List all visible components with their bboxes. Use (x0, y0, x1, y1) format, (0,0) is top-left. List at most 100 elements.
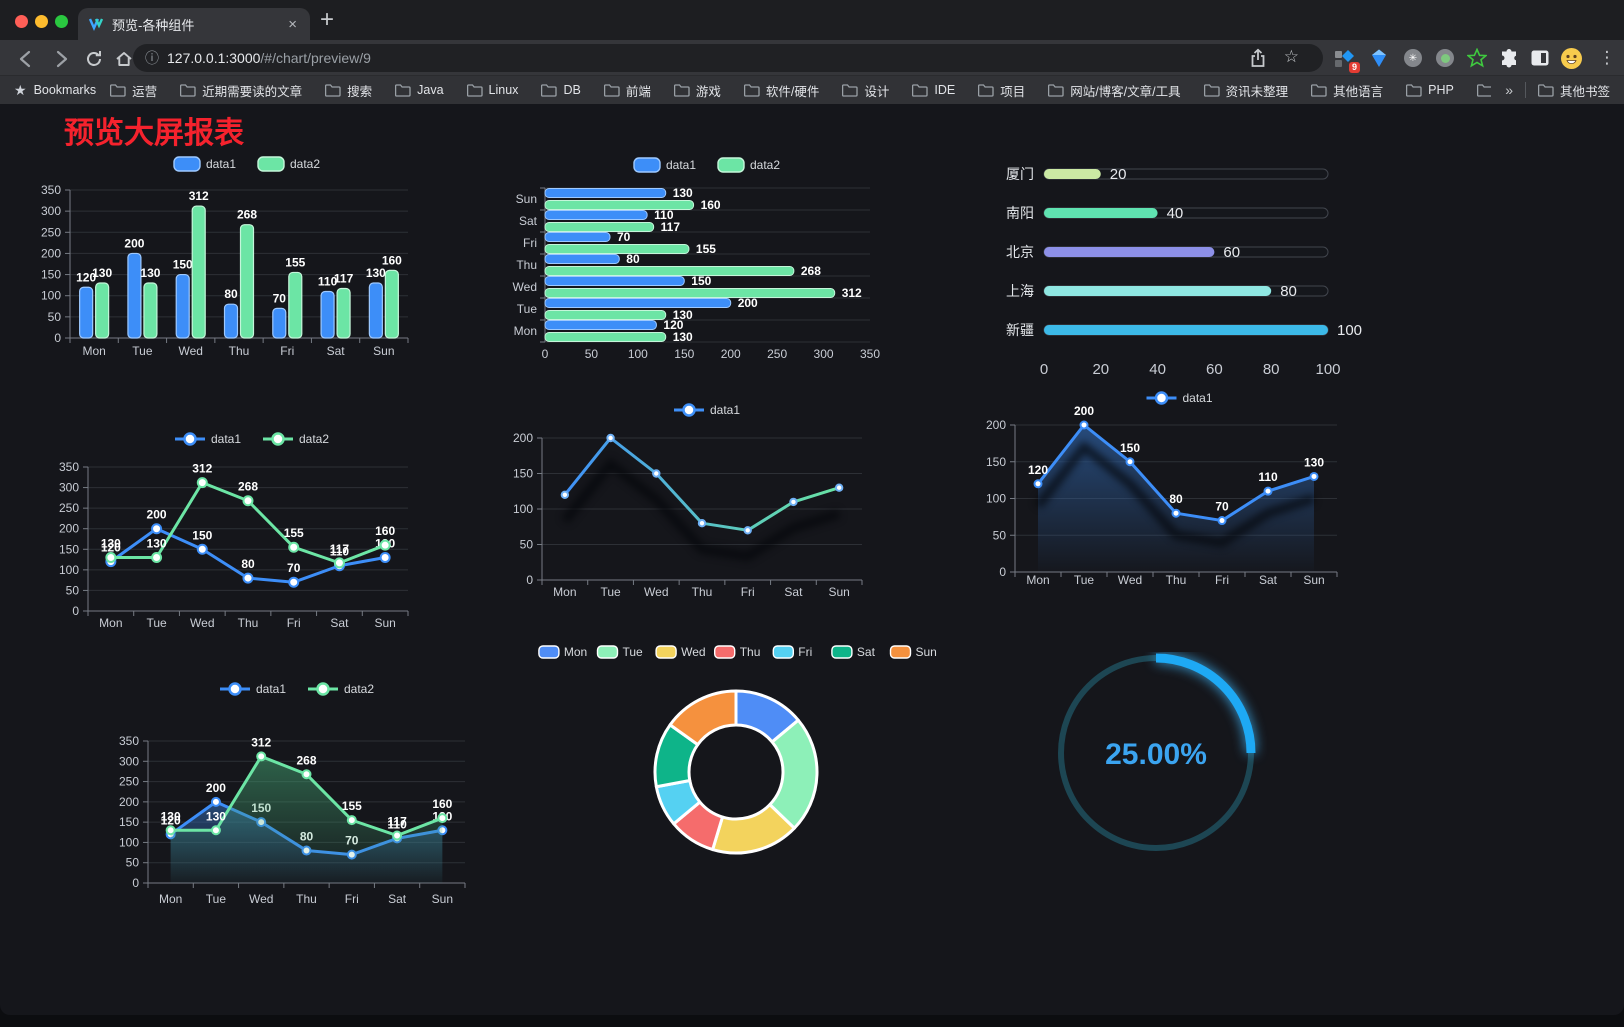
ext-snowflake-icon[interactable]: ✳ (1400, 46, 1426, 70)
forward-button[interactable] (49, 47, 73, 71)
svg-text:130: 130 (673, 186, 693, 200)
address-bar[interactable]: ⓘ 127.0.0.1:3000/#/chart/preview/9 ☆ (133, 44, 1323, 72)
bookmark-folder-item[interactable]: 文件服务器 (1476, 81, 1492, 100)
svg-text:80: 80 (1169, 492, 1183, 506)
profile-avatar[interactable] (1558, 46, 1584, 70)
window-zoom-button[interactable] (55, 15, 68, 28)
page-content: 预览大屏报表 data1 data2 0 50 100 150 200 250 300 350 Mo… (0, 104, 1624, 1015)
bookmark-folder-item[interactable]: 软件/硬件 (743, 81, 819, 100)
bookmarks-manager-item[interactable]: ★ Bookmarks (14, 82, 96, 99)
svg-text:268: 268 (296, 753, 316, 767)
bookmark-folder-item[interactable]: 搜索 (325, 81, 372, 100)
svg-text:150: 150 (192, 528, 212, 542)
svg-text:南阳: 南阳 (1006, 205, 1034, 221)
svg-text:155: 155 (342, 799, 362, 813)
bookmark-folder-item[interactable]: 近期需要读的文章 (180, 81, 302, 100)
bookmark-folder-item[interactable]: 资讯未整理 (1203, 81, 1288, 100)
svg-text:70: 70 (273, 291, 287, 305)
bookmark-folder-label: 其他语言 (1333, 84, 1384, 99)
svg-text:Thu: Thu (1166, 573, 1187, 587)
bookmark-folder-label: 近期需要读的文章 (202, 84, 303, 99)
svg-text:40: 40 (1167, 205, 1184, 222)
svg-text:80: 80 (1280, 283, 1297, 300)
chart-gauge: 25.00% (1056, 652, 1276, 856)
site-info-icon[interactable]: ⓘ (145, 50, 159, 66)
ext-record-icon[interactable] (1432, 46, 1458, 70)
new-tab-button[interactable]: + (320, 6, 335, 33)
bookmark-folder-item[interactable]: 网站/博客/文章/工具 (1048, 81, 1181, 100)
bookmark-star-icon[interactable]: ☆ (1283, 47, 1299, 66)
browser-tab[interactable]: 预览-各种组件 × (78, 8, 310, 40)
svg-text:Sun: Sun (432, 892, 453, 906)
svg-text:200: 200 (1074, 404, 1094, 418)
svg-text:Sat: Sat (519, 214, 538, 228)
svg-text:Sun: Sun (373, 344, 394, 358)
bookmark-folder-item[interactable]: Java (395, 83, 444, 97)
svg-text:300: 300 (119, 754, 139, 768)
menu-icon[interactable]: ⋮ (1598, 48, 1616, 67)
svg-text:117: 117 (330, 542, 350, 556)
window-close-button[interactable] (15, 15, 28, 28)
bookmark-folder-item[interactable]: 项目 (978, 81, 1025, 100)
folder-icon (1311, 84, 1327, 97)
bookmark-folder-item[interactable]: 其他语言 (1311, 81, 1383, 100)
svg-text:Thu: Thu (238, 616, 259, 630)
svg-text:Sat: Sat (327, 344, 346, 358)
bookmark-folder-label: 搜索 (347, 84, 373, 99)
chart-progress-bars: 厦门 20 南阳 40 北京 60 上海 80 新疆 100 0 20 40 60 80 100 (990, 152, 1368, 384)
ext-gem-icon[interactable] (1366, 46, 1392, 70)
chart-line-dual: data1 data2 0 50 100 150 200 250 300 350 Mon Tue Wed… (40, 427, 470, 639)
svg-text:data2: data2 (290, 157, 320, 171)
bookmark-folder-label: PHP (1428, 83, 1454, 97)
tab-close-icon[interactable]: × (288, 15, 297, 33)
svg-text:80: 80 (626, 252, 640, 266)
bookmark-folder-item[interactable]: 设计 (842, 81, 889, 100)
bookmark-folder-item[interactable]: Linux (466, 83, 518, 97)
bookmark-folder-item[interactable]: DB (541, 83, 581, 97)
svg-text:100: 100 (1337, 322, 1362, 339)
svg-text:312: 312 (251, 735, 271, 749)
svg-text:Wed: Wed (190, 616, 214, 630)
svg-text:Fri: Fri (798, 645, 812, 659)
svg-text:0: 0 (526, 573, 533, 587)
bookmark-folder-item[interactable]: 前端 (603, 81, 651, 100)
chart-area-dual: data1 data2 0 50 100 150 200 250 300 350 Mon Tue Wed… (100, 678, 500, 918)
svg-text:80: 80 (241, 557, 255, 571)
share-icon[interactable] (1249, 47, 1267, 72)
svg-text:130: 130 (147, 537, 167, 551)
folder-icon (325, 84, 341, 97)
svg-text:110: 110 (318, 274, 338, 288)
window-minimize-button[interactable] (35, 15, 48, 28)
bookmarks-overflow-chevron[interactable]: » (1505, 82, 1513, 98)
svg-text:150: 150 (41, 268, 61, 282)
chart-line-area: data1 0 50 100 150 200 Mon Tue Wed Thu Fri Sat Sun 12… (975, 386, 1390, 594)
folder-icon (673, 84, 690, 97)
side-panel-icon[interactable] (1527, 46, 1553, 70)
svg-text:130: 130 (101, 537, 121, 551)
svg-text:200: 200 (206, 781, 226, 795)
bookmark-folder-item[interactable]: PHP (1406, 83, 1454, 97)
svg-text:50: 50 (66, 583, 80, 597)
home-button[interactable] (112, 47, 136, 71)
svg-text:300: 300 (59, 481, 79, 495)
extensions-puzzle-icon[interactable] (1496, 46, 1522, 70)
svg-text:312: 312 (842, 286, 862, 300)
svg-text:Tue: Tue (206, 892, 227, 906)
svg-text:Wed: Wed (249, 892, 273, 906)
svg-text:100: 100 (1315, 361, 1340, 378)
bookmark-folder-item[interactable]: 运营 (110, 81, 157, 100)
ext-proxy-icon[interactable]: 9 (1330, 46, 1360, 73)
svg-text:Sat: Sat (1259, 573, 1278, 587)
svg-text:Tue: Tue (132, 344, 153, 358)
bookmark-folder-item[interactable]: 游戏 (673, 81, 721, 100)
svg-text:155: 155 (284, 526, 304, 540)
reload-button[interactable] (82, 47, 106, 71)
svg-text:50: 50 (126, 856, 140, 870)
other-bookmarks-item[interactable]: 其他书签 (1537, 81, 1610, 100)
ext-star-icon[interactable] (1464, 46, 1490, 70)
svg-text:新疆: 新疆 (1006, 322, 1034, 338)
bookmark-folder-item[interactable]: IDE (912, 83, 955, 97)
back-button[interactable] (14, 47, 38, 71)
svg-text:200: 200 (986, 418, 1006, 432)
svg-text:Fri: Fri (741, 585, 755, 599)
